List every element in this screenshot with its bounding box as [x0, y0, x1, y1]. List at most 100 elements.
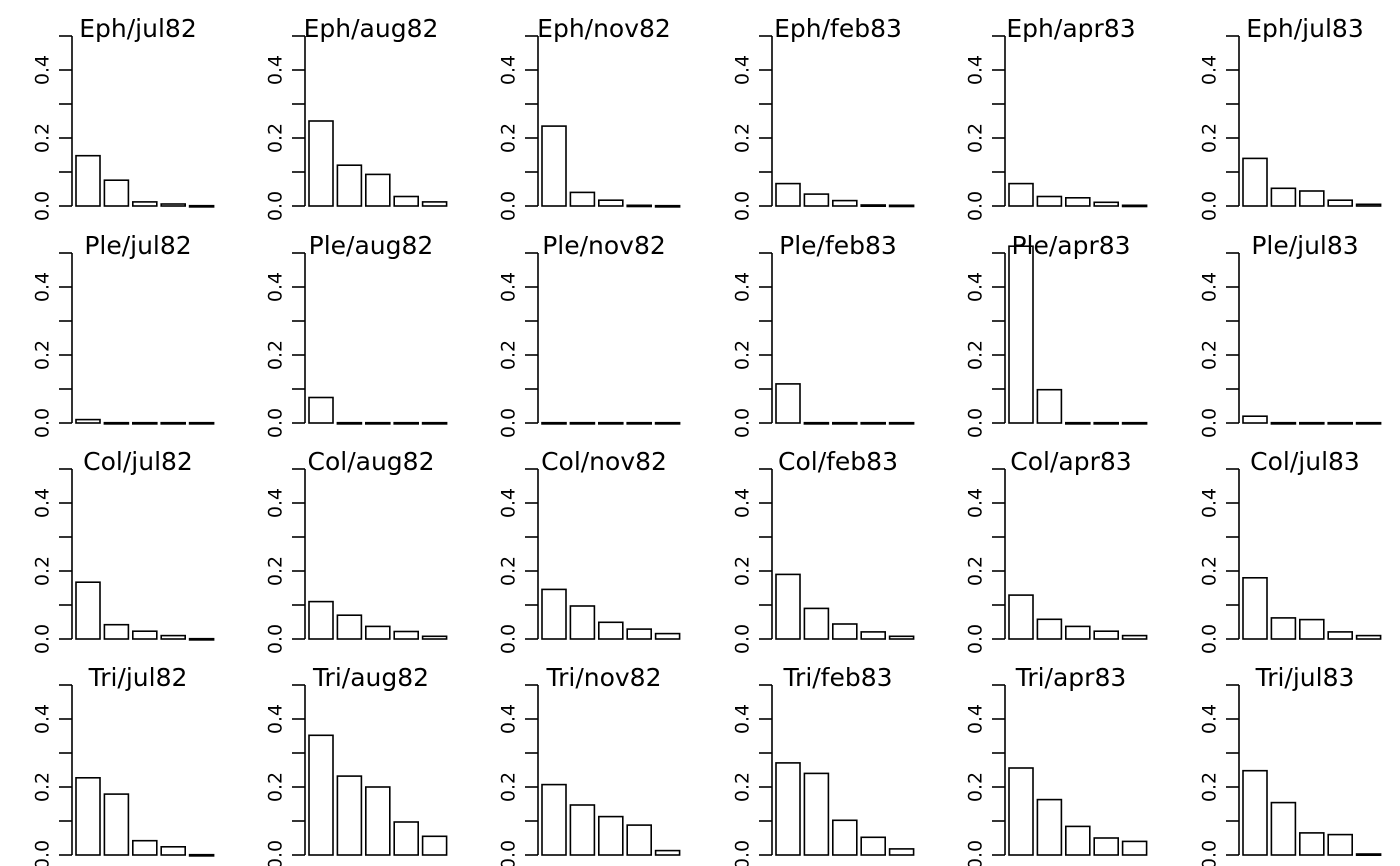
panel-title: Col/apr83 — [1010, 447, 1131, 476]
panel-Eph-aug82: 0.0 0.2 0.4 Eph/aug82 — [265, 14, 448, 221]
panel-title: Tri/jul83 — [1255, 663, 1355, 692]
y-tick-label: 0.0 — [32, 408, 54, 438]
bar — [160, 421, 186, 425]
y-tick-label: 0.4 — [265, 272, 287, 302]
bar — [393, 630, 420, 640]
bar — [1242, 576, 1268, 640]
y-tick-label: 0.2 — [265, 556, 287, 586]
y-tick-label: 0.0 — [965, 840, 987, 866]
bar — [421, 421, 448, 425]
panel-title: Ple/aug82 — [309, 231, 434, 260]
bar — [75, 581, 101, 640]
panel-title: Ple/jul83 — [1251, 231, 1358, 260]
y-tick-label: 0.4 — [1199, 55, 1221, 85]
y-tick-label: 0.2 — [965, 556, 987, 586]
y-tick-label: 0.4 — [965, 272, 987, 302]
bar — [541, 783, 567, 856]
y-tick-label: 0.4 — [732, 488, 754, 518]
panel-title: Eph/nov82 — [537, 14, 671, 43]
bar — [1242, 157, 1268, 207]
panel-Col-nov82: 0.0 0.2 0.4 Col/nov82 — [498, 447, 681, 654]
bar — [1242, 415, 1268, 424]
y-tick-label: 0.4 — [965, 488, 987, 518]
panel-title: Eph/jul83 — [1246, 14, 1363, 43]
y-tick-label: 0.2 — [32, 340, 54, 370]
y-tick-label: 0.0 — [498, 191, 520, 221]
y-tick-label: 0.0 — [32, 191, 54, 221]
bar — [75, 776, 101, 856]
bar — [1299, 421, 1325, 425]
bar — [860, 421, 887, 425]
bar — [1093, 630, 1119, 640]
y-tick-label: 0.2 — [965, 340, 987, 370]
y-tick-label: 0.4 — [965, 704, 987, 734]
bar — [1036, 388, 1063, 424]
y-tick-label: 0.4 — [498, 55, 520, 85]
bar — [188, 421, 215, 425]
bar — [654, 421, 681, 425]
bar — [1299, 618, 1325, 640]
y-tick-label: 0.4 — [498, 704, 520, 734]
bar — [831, 623, 858, 640]
bar — [626, 824, 653, 856]
y-tick-label: 0.0 — [732, 408, 754, 438]
bar — [803, 607, 830, 640]
y-tick-label: 0.2 — [32, 123, 54, 153]
bar — [103, 179, 130, 207]
bar — [188, 204, 215, 208]
panel-title: Ple/feb83 — [779, 231, 897, 260]
bar — [1355, 634, 1382, 640]
bar — [654, 632, 681, 640]
panel-Ple-nov82: 0.0 0.2 0.4 Ple/nov82 — [498, 231, 681, 438]
y-tick-label: 0.2 — [498, 340, 520, 370]
bar — [75, 154, 101, 207]
bar — [1008, 767, 1034, 856]
y-tick-label: 0.0 — [265, 408, 287, 438]
y-tick-label: 0.0 — [732, 840, 754, 866]
panel-title: Tri/feb83 — [782, 663, 892, 692]
y-tick-label: 0.2 — [1199, 556, 1221, 586]
y-tick-label: 0.2 — [1199, 123, 1221, 153]
bar — [654, 849, 681, 856]
y-tick-label: 0.0 — [265, 624, 287, 654]
bar — [1036, 798, 1063, 856]
bar — [597, 815, 624, 856]
y-tick-label: 0.0 — [32, 624, 54, 654]
bar — [308, 396, 334, 424]
y-tick-label: 0.2 — [498, 123, 520, 153]
panel-title: Eph/aug82 — [304, 14, 439, 43]
panel-title: Ple/nov82 — [542, 231, 666, 260]
bar — [541, 421, 567, 425]
bar — [775, 762, 801, 856]
bar — [160, 203, 186, 207]
y-tick-label: 0.4 — [965, 55, 987, 85]
bar — [626, 421, 653, 425]
bar — [888, 848, 915, 856]
bar — [132, 421, 158, 425]
bar — [831, 199, 858, 207]
bar — [421, 201, 448, 207]
bar — [393, 821, 420, 856]
panel-Tri-aug82: 0.0 0.2 0.4 Tri/aug82 — [265, 663, 448, 866]
bar — [597, 421, 624, 425]
y-tick-label: 0.4 — [732, 55, 754, 85]
panel-Ple-feb83: 0.0 0.2 0.4 Ple/feb83 — [732, 231, 915, 438]
bar — [1065, 625, 1091, 640]
bar — [1270, 617, 1297, 640]
panel-title: Tri/nov82 — [546, 663, 662, 692]
bar — [1121, 421, 1148, 425]
panel-Col-apr83: 0.0 0.2 0.4 Col/apr83 — [965, 447, 1148, 654]
bar — [1270, 801, 1297, 856]
y-tick-label: 0.4 — [265, 488, 287, 518]
bar — [860, 836, 887, 856]
bar — [569, 804, 596, 856]
panel-title: Col/nov82 — [541, 447, 667, 476]
bar — [103, 421, 130, 425]
panel-Tri-jul83: 0.0 0.2 0.4 Tri/jul83 — [1199, 663, 1382, 866]
bar — [1065, 197, 1091, 207]
bar — [1270, 421, 1297, 425]
panel-Col-feb83: 0.0 0.2 0.4 Col/feb83 — [732, 447, 915, 654]
bar — [1299, 832, 1325, 856]
bar — [541, 125, 567, 207]
bar — [308, 120, 334, 207]
